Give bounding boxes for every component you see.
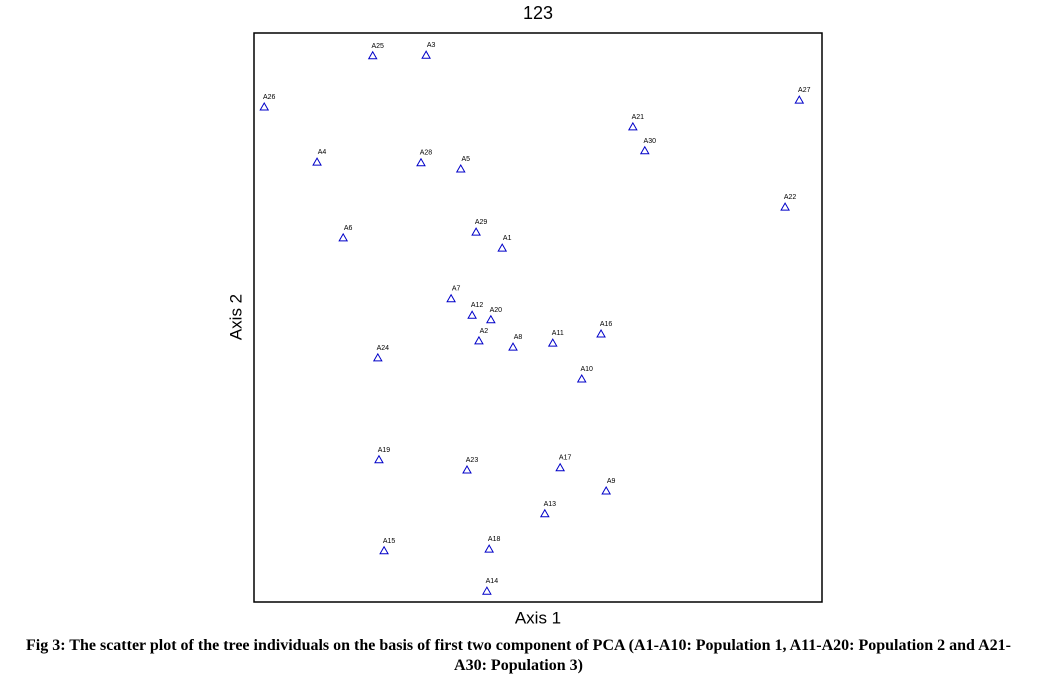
point-label: A27 [798,87,811,94]
point-label: A17 [559,455,572,462]
point-label: A24 [377,345,390,352]
point-label: A14 [486,578,499,585]
point-label: A19 [378,447,391,454]
point-marker [485,314,496,324]
point-marker [508,342,518,351]
point-marker [596,328,606,338]
point-label: A9 [607,478,616,485]
figure-caption: Fig 3: The scatter plot of the tree indi… [26,637,1011,674]
point-marker [547,338,558,347]
point-marker [471,227,481,236]
point-label: A28 [420,150,433,157]
point-label: A21 [632,114,645,121]
point-label: A7 [452,286,461,293]
point-marker [484,544,495,553]
point-label: A16 [600,321,613,328]
point-marker [421,50,431,59]
point-marker [794,95,805,104]
point-marker [379,545,389,555]
point-label: A20 [490,307,503,314]
point-marker [601,486,612,495]
point-label: A23 [466,457,479,464]
point-marker [576,373,587,383]
point-marker [416,157,426,167]
point-marker [639,145,650,155]
point-marker [627,121,638,131]
point-marker [462,464,472,474]
point-label: A18 [488,536,501,543]
plot-frame [253,32,823,603]
point-marker [367,50,378,60]
point-label: A12 [471,302,484,309]
point-marker [467,310,477,319]
point-label: A1 [503,235,512,242]
chart-title: 123 [523,3,553,23]
point-marker [497,243,508,252]
point-label: A30 [644,138,657,145]
point-marker [374,454,384,464]
point-marker [455,163,466,173]
point-label: A4 [318,149,327,156]
point-label: A10 [581,366,594,373]
point-marker [312,157,322,166]
point-marker [555,462,566,472]
point-label: A22 [784,194,797,201]
point-label: A8 [514,334,523,341]
point-label: A15 [383,538,396,545]
point-marker [446,293,456,303]
point-label: A26 [263,94,276,101]
point-marker [338,232,349,242]
point-marker [780,202,790,211]
chart: 123 Axis 1 Axis 2 A1 A2 A3 A4 A5 A6 A7 A8 A9 A10 A… [226,3,823,627]
point-label: A29 [475,219,488,226]
point-label: A6 [344,225,353,232]
point-label: A25 [371,43,384,50]
point-marker [539,508,550,518]
point-label: A13 [544,501,557,508]
point-marker [474,335,484,345]
x-axis-label: Axis 1 [515,608,561,627]
point-label: A5 [461,156,470,163]
point-marker [482,586,492,595]
point-label: A3 [427,42,436,49]
point-label: A11 [552,330,564,337]
point-label: A2 [480,328,489,335]
point-marker [372,352,383,362]
y-axis-label: Axis 2 [226,294,245,340]
point-marker [259,101,270,111]
